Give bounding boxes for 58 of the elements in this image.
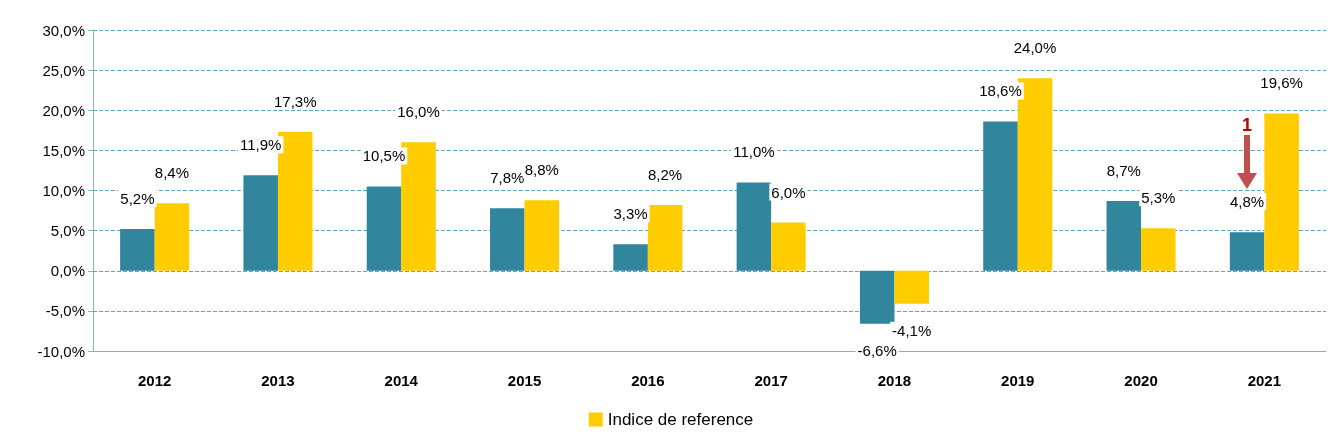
- y-tick-label: -10,0%: [37, 342, 85, 360]
- data-label: 11,0%: [733, 143, 775, 161]
- x-tick-label: 2018: [877, 372, 912, 389]
- x-tick-label: 2020: [1124, 372, 1158, 389]
- x-tick-label: 2012: [137, 372, 172, 389]
- x-tick-label: 2021: [1247, 372, 1282, 389]
- x-tick-label: 2014: [384, 372, 419, 389]
- bar: [983, 121, 1018, 271]
- bar: [613, 244, 648, 271]
- y-tick-label: -5,0%: [45, 302, 85, 320]
- annotation: 1: [1242, 115, 1253, 136]
- bar: [366, 186, 402, 271]
- data-label: 16,0%: [397, 103, 440, 121]
- data-label: 5,2%: [120, 190, 155, 208]
- bar: [647, 204, 683, 271]
- data-label: 5,3%: [1141, 189, 1176, 207]
- bar: [894, 270, 929, 304]
- bar: [1106, 200, 1142, 271]
- y-tick-label: 15,0%: [42, 141, 85, 159]
- data-label: 4,8%: [1229, 193, 1265, 211]
- bar: [1229, 232, 1265, 271]
- data-label: 19,6%: [1260, 74, 1303, 92]
- y-tick-label: 10,0%: [42, 182, 85, 199]
- y-tick-label: 30,0%: [42, 21, 85, 39]
- x-tick-label: 2013: [261, 372, 295, 389]
- y-tick-label: 0,0%: [50, 262, 85, 280]
- data-label: 17,3%: [273, 92, 317, 110]
- x-tick-label: 2016: [631, 372, 665, 389]
- legend-label: Indice de reference: [607, 410, 754, 429]
- x-tick-label: 2015: [507, 372, 542, 389]
- x-tick-label: 2019: [1001, 372, 1035, 389]
- data-label: 24,0%: [1013, 39, 1057, 57]
- data-label: 8,8%: [524, 161, 559, 179]
- y-tick-label: 5,0%: [50, 222, 85, 240]
- data-label: -4,1%: [892, 321, 932, 339]
- y-tick-label: 20,0%: [42, 101, 85, 119]
- bar: [243, 175, 278, 271]
- bar: [490, 208, 525, 271]
- data-label: 8,7%: [1106, 161, 1141, 179]
- bar: [771, 222, 806, 271]
- data-label: 8,4%: [154, 164, 190, 182]
- bar: [120, 229, 155, 271]
- data-label: 11,9%: [239, 136, 282, 154]
- data-label: 10,5%: [362, 147, 406, 165]
- data-label: 7,8%: [490, 169, 525, 187]
- bar: [154, 203, 190, 271]
- data-label: 18,6%: [979, 82, 1022, 100]
- data-label: 6,0%: [771, 183, 806, 201]
- bar: [859, 270, 895, 324]
- y-tick-label: 25,0%: [42, 61, 85, 79]
- data-label: -6,6%: [857, 341, 897, 359]
- x-tick-label: 2017: [754, 372, 788, 389]
- bar: [1141, 228, 1176, 271]
- bar: [1264, 113, 1299, 271]
- data-label: 3,3%: [613, 205, 648, 223]
- data-label: 8,2%: [648, 165, 683, 183]
- bar: [524, 200, 560, 271]
- bar: [736, 182, 772, 271]
